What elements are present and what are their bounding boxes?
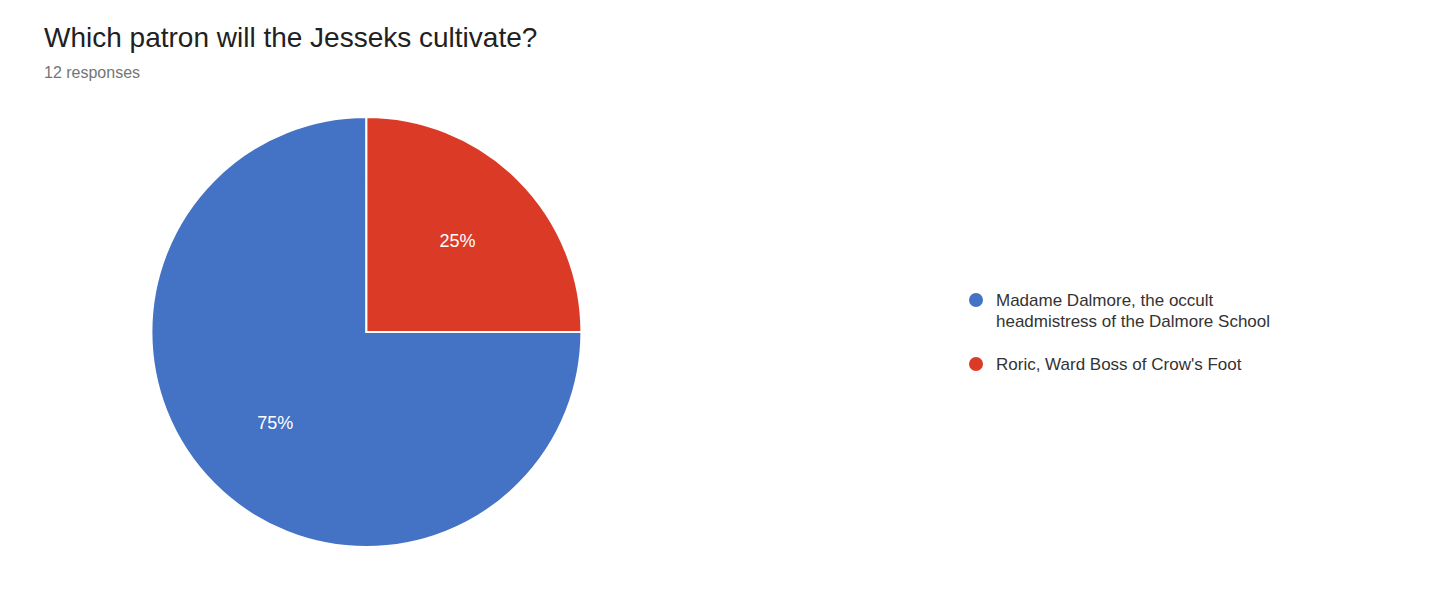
html-text:Madame Dalmore, the occult hea: Madame Dalmore, the occult headmistress … bbox=[996, 290, 1270, 331]
html-text:Roric, Ward Boss of Crow's Foo: Roric, Ward Boss of Crow's Foot bbox=[996, 354, 1242, 374]
svg-text:75%: 75% bbox=[257, 413, 293, 433]
html-text:12 responses: 12 responses bbox=[44, 64, 141, 81]
svg-text:25%: 25% bbox=[440, 231, 476, 251]
html-text:Which patron will the Jesseks: Which patron will the Jesseks cultivate? bbox=[44, 22, 538, 53]
